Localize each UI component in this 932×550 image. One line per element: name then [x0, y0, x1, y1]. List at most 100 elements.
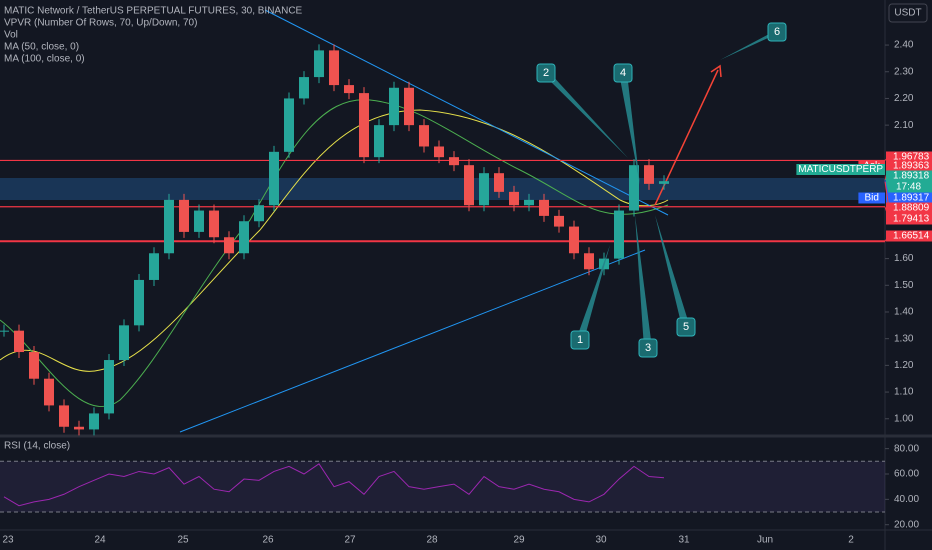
candle-body: [0, 330, 9, 332]
x-tick-label: 28: [426, 535, 438, 546]
price-label: 1.89363: [893, 161, 930, 172]
candle-body: [89, 413, 99, 430]
price-label: 1.88809: [893, 203, 930, 214]
y-tick-label: 1.10: [894, 387, 914, 398]
callout-pointer: [635, 215, 652, 348]
y-tick-label: 1.40: [894, 307, 914, 318]
candle-body: [419, 125, 429, 147]
y-tick-label: 1.60: [894, 253, 914, 264]
trendline: [264, 9, 669, 216]
y-tick-label: 20.00: [894, 519, 919, 530]
rsi-line: [3, 463, 665, 507]
candle-body: [509, 191, 519, 206]
callout-box: [638, 338, 658, 358]
candle-body: [59, 405, 69, 427]
callout-label: 3: [645, 342, 651, 354]
y-tick-label: 1.30: [894, 333, 914, 344]
candle-body: [239, 221, 249, 254]
callout-box: [767, 22, 787, 42]
candle-body: [389, 87, 399, 126]
candle-body: [194, 210, 204, 232]
x-tick-label: 24: [94, 535, 106, 546]
candle-body: [29, 352, 39, 379]
candle-body: [554, 215, 564, 227]
currency: USDT: [894, 8, 921, 19]
price-label-box: [886, 230, 932, 242]
y-tick-label: 1.20: [894, 360, 914, 371]
callout-pointer: [619, 73, 640, 185]
price-tag-label: MATICUSDTPERP: [798, 164, 883, 175]
y-tick-label: 1.50: [894, 280, 914, 291]
y-tick-label: 80.00: [894, 443, 919, 454]
currency-box: [888, 3, 928, 23]
x-tick-label: Jun: [757, 535, 773, 546]
candle-body: [494, 173, 504, 192]
candle-body: [374, 125, 384, 158]
candle-body: [74, 426, 84, 430]
price-tag: [796, 164, 885, 175]
x-tick-label: 27: [344, 535, 356, 546]
candle-body: [224, 237, 234, 254]
rsi-band-fill: [0, 461, 885, 513]
candle-body: [404, 87, 414, 126]
legend-line: Vol: [4, 30, 18, 41]
callout-pointer: [542, 73, 628, 158]
ma-100: [0, 109, 669, 372]
callout-label: 1: [577, 334, 583, 346]
callout-label: 5: [683, 321, 689, 333]
candle-body: [179, 199, 189, 232]
callout-label: 2: [543, 67, 549, 79]
x-tick-label: 26: [262, 535, 274, 546]
price-label-box: [886, 192, 932, 204]
y-tick-label: 1.00: [894, 413, 914, 424]
callout-box: [536, 63, 556, 83]
candle-body: [119, 325, 129, 361]
candle-body: [209, 210, 219, 238]
y-tick-label: 2.30: [894, 66, 914, 77]
price-label-box: [886, 170, 932, 193]
candle-body: [164, 199, 174, 254]
price-label: 1.79413: [893, 214, 930, 225]
x-tick-label: 31: [678, 535, 690, 546]
legend-line: VPVR (Number Of Rows, 70, Up/Down, 70): [4, 18, 197, 29]
callout-box: [570, 330, 590, 350]
y-tick-label: 2.40: [894, 40, 914, 51]
legend-line: MA (50, close, 0): [4, 42, 79, 53]
trendline: [179, 249, 646, 433]
price-label: 1.96783: [893, 152, 930, 163]
candle-body: [644, 165, 654, 184]
legend-line: MA (100, close, 0): [4, 54, 85, 65]
candle-body: [524, 199, 534, 206]
callout-label: 4: [620, 67, 626, 79]
price-label: 1.89317: [893, 193, 930, 204]
zone: [0, 178, 885, 200]
callout-box: [676, 317, 696, 337]
candle-body: [479, 173, 489, 206]
callout-pointer: [576, 245, 610, 340]
price-label-box: [886, 151, 932, 163]
candle-body: [104, 360, 114, 414]
candle-body: [254, 205, 264, 222]
candle-body: [359, 93, 369, 158]
candle-body: [44, 378, 54, 406]
candle-body: [659, 181, 669, 184]
y-tick-label: 2.10: [894, 120, 914, 131]
candle-body: [269, 151, 279, 206]
candle-body: [14, 330, 24, 353]
x-tick-label: 30: [595, 535, 607, 546]
candle-body: [284, 98, 294, 152]
callout-pointer: [720, 32, 781, 60]
price-label-box: [886, 160, 932, 172]
candle-body: [299, 77, 309, 99]
candle-body: [434, 146, 444, 158]
candle-body: [464, 165, 474, 206]
x-tick-label: 23: [2, 535, 14, 546]
callout-pointer: [655, 215, 690, 327]
y-tick-label: 2.20: [894, 93, 914, 104]
callout-label: 6: [774, 26, 780, 38]
arrow-head: [710, 64, 722, 78]
candle-body: [314, 50, 324, 78]
x-tick-label: 25: [177, 535, 189, 546]
x-tick-label: 29: [513, 535, 525, 546]
